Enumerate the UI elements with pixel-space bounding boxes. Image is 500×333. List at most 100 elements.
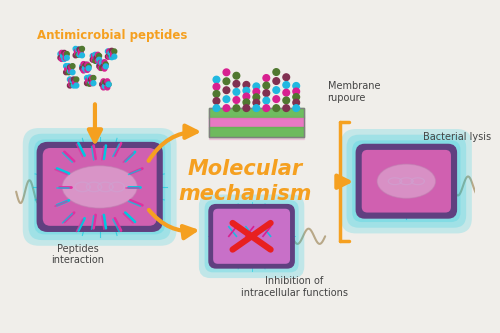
Circle shape: [102, 60, 107, 65]
Circle shape: [213, 76, 220, 83]
Circle shape: [253, 105, 260, 112]
Circle shape: [73, 53, 78, 58]
Circle shape: [80, 66, 84, 71]
Circle shape: [97, 64, 102, 69]
Circle shape: [273, 105, 280, 112]
Circle shape: [283, 105, 290, 112]
Text: Bacterial lysis: Bacterial lysis: [424, 132, 492, 142]
Circle shape: [68, 65, 72, 70]
Circle shape: [233, 81, 239, 87]
Circle shape: [112, 49, 116, 54]
Circle shape: [110, 48, 114, 53]
Circle shape: [104, 64, 108, 69]
Circle shape: [84, 62, 88, 67]
Circle shape: [64, 55, 70, 60]
Circle shape: [90, 54, 95, 58]
Circle shape: [62, 57, 66, 61]
Circle shape: [273, 87, 280, 93]
Circle shape: [81, 68, 86, 73]
Circle shape: [293, 105, 300, 112]
Circle shape: [87, 75, 92, 80]
Circle shape: [106, 82, 111, 87]
FancyBboxPatch shape: [34, 140, 165, 234]
Circle shape: [63, 52, 68, 56]
Circle shape: [96, 59, 100, 63]
Circle shape: [110, 51, 116, 55]
Circle shape: [65, 67, 70, 72]
Circle shape: [213, 105, 220, 112]
Circle shape: [100, 60, 104, 65]
Circle shape: [233, 97, 239, 103]
Circle shape: [74, 49, 80, 54]
Circle shape: [101, 62, 105, 67]
Circle shape: [105, 85, 110, 90]
Circle shape: [92, 54, 96, 58]
Circle shape: [243, 82, 250, 88]
Circle shape: [78, 49, 83, 54]
Circle shape: [80, 46, 84, 51]
Circle shape: [104, 84, 108, 89]
Ellipse shape: [377, 164, 436, 198]
FancyBboxPatch shape: [23, 128, 176, 246]
Circle shape: [65, 67, 70, 72]
Ellipse shape: [62, 166, 138, 208]
Circle shape: [243, 99, 250, 106]
Circle shape: [263, 82, 270, 89]
Circle shape: [91, 81, 96, 86]
Circle shape: [80, 53, 84, 58]
Circle shape: [70, 64, 75, 69]
Circle shape: [96, 52, 100, 57]
FancyBboxPatch shape: [38, 143, 162, 230]
Circle shape: [243, 87, 250, 94]
Circle shape: [233, 105, 239, 112]
Circle shape: [85, 62, 90, 67]
Circle shape: [60, 57, 64, 61]
Text: Molecular
mechanism: Molecular mechanism: [178, 159, 312, 203]
Circle shape: [74, 51, 80, 56]
Circle shape: [110, 55, 114, 60]
FancyBboxPatch shape: [341, 129, 472, 233]
FancyBboxPatch shape: [362, 150, 451, 212]
Circle shape: [68, 82, 73, 87]
Bar: [209, 127, 304, 137]
Circle shape: [106, 54, 110, 59]
Circle shape: [72, 83, 76, 88]
Circle shape: [87, 81, 92, 86]
Circle shape: [243, 93, 250, 100]
Circle shape: [66, 64, 71, 69]
Circle shape: [72, 80, 78, 85]
Circle shape: [72, 77, 76, 82]
Circle shape: [81, 62, 86, 67]
Circle shape: [223, 96, 230, 103]
Circle shape: [96, 54, 102, 58]
FancyBboxPatch shape: [352, 141, 461, 222]
Circle shape: [293, 83, 300, 89]
Bar: [209, 108, 304, 118]
Circle shape: [253, 94, 260, 101]
Circle shape: [88, 77, 94, 82]
Circle shape: [106, 54, 112, 59]
Circle shape: [82, 64, 87, 69]
FancyBboxPatch shape: [28, 134, 171, 240]
Bar: [209, 118, 304, 127]
Circle shape: [106, 82, 111, 87]
Circle shape: [223, 78, 230, 85]
Circle shape: [233, 72, 239, 79]
Circle shape: [74, 83, 79, 88]
Circle shape: [101, 85, 106, 90]
Circle shape: [233, 89, 239, 95]
Circle shape: [68, 69, 72, 74]
Circle shape: [96, 57, 102, 62]
Circle shape: [293, 94, 300, 100]
Circle shape: [86, 77, 90, 82]
Circle shape: [223, 87, 230, 94]
Circle shape: [253, 89, 260, 95]
Circle shape: [243, 105, 250, 112]
Circle shape: [263, 90, 270, 96]
Circle shape: [100, 82, 104, 87]
Circle shape: [223, 105, 230, 112]
Circle shape: [101, 64, 105, 69]
Circle shape: [60, 50, 64, 55]
Circle shape: [76, 47, 80, 52]
FancyBboxPatch shape: [357, 145, 456, 217]
